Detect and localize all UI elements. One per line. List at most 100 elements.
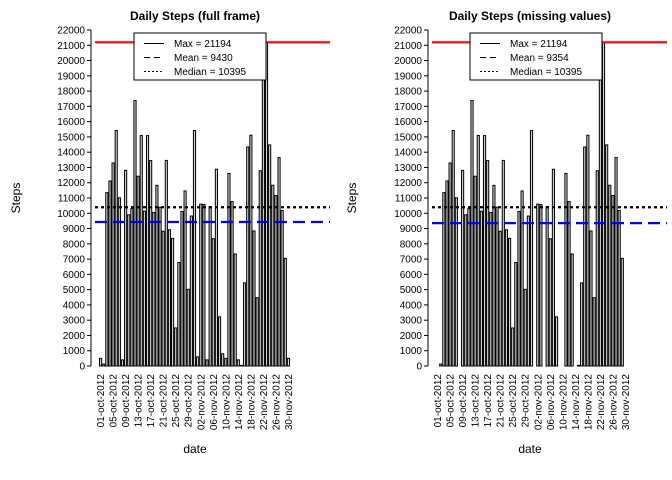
chart-title: Daily Steps (missing values) bbox=[449, 9, 611, 23]
y-tick-label: 8000 bbox=[63, 239, 86, 250]
legend: Max = 21194 Mean = 9354 Median = 10395 bbox=[469, 32, 603, 81]
x-tick-label: 30-nov-2012 bbox=[284, 374, 295, 431]
bar bbox=[233, 253, 237, 367]
x-tick-label: 22-nov-2012 bbox=[259, 374, 270, 431]
bar bbox=[576, 364, 581, 367]
x-tick-label: 05-oct-2012 bbox=[446, 374, 457, 428]
y-tick-label: 14000 bbox=[394, 148, 422, 159]
x-tick-label: 18-nov-2012 bbox=[246, 374, 257, 431]
legend-median-label: Median = 10395 bbox=[510, 67, 582, 78]
bar bbox=[595, 170, 599, 367]
bar bbox=[498, 230, 502, 367]
y-tick-label: 15000 bbox=[57, 132, 85, 143]
bar bbox=[114, 129, 118, 367]
bar bbox=[277, 157, 281, 367]
bar bbox=[501, 159, 505, 367]
bar bbox=[255, 297, 259, 367]
bar bbox=[586, 134, 590, 367]
bar bbox=[539, 204, 543, 367]
chart-title: Daily Steps (full frame) bbox=[130, 9, 260, 23]
bar bbox=[508, 237, 512, 367]
bar bbox=[142, 210, 146, 367]
bar bbox=[133, 100, 137, 367]
y-axis-label: Steps bbox=[9, 183, 23, 214]
bar bbox=[217, 316, 222, 367]
x-tick-label: 06-nov-2012 bbox=[209, 374, 220, 431]
y-tick-label: 18000 bbox=[57, 87, 85, 98]
x-tick-label: 09-oct-2012 bbox=[121, 374, 132, 428]
x-axis-label: date bbox=[183, 442, 207, 456]
plot-area-left: 0 1000 2000 3000 4000 5000 6000 7000 8000 9000 100… bbox=[57, 26, 330, 431]
bar bbox=[177, 261, 181, 367]
bar bbox=[589, 230, 593, 367]
bar bbox=[124, 169, 128, 367]
bar bbox=[511, 327, 515, 367]
bar bbox=[464, 214, 468, 367]
bar bbox=[520, 190, 524, 367]
bar bbox=[152, 211, 156, 367]
y-tick-label: 10000 bbox=[57, 209, 85, 220]
bar bbox=[495, 206, 499, 367]
y-tick-label: 16000 bbox=[394, 117, 422, 128]
bar bbox=[196, 356, 200, 367]
x-tick-label: 22-nov-2012 bbox=[596, 374, 607, 431]
y-tick-label: 5000 bbox=[400, 285, 423, 296]
y-tick-label: 11000 bbox=[395, 194, 423, 205]
y-tick-label: 22000 bbox=[57, 26, 85, 37]
y-tick-label: 8000 bbox=[400, 239, 423, 250]
bar bbox=[442, 192, 446, 367]
legend-median-label: Median = 10395 bbox=[174, 67, 246, 78]
bar bbox=[117, 197, 121, 367]
bar bbox=[243, 282, 247, 367]
y-tick-label: 7000 bbox=[63, 255, 86, 266]
bar bbox=[280, 209, 284, 367]
bar bbox=[592, 297, 596, 367]
x-tick-label: 10-nov-2012 bbox=[558, 374, 569, 431]
x-tick-label: 25-oct-2012 bbox=[508, 374, 519, 428]
y-tick-label: 9000 bbox=[63, 224, 86, 235]
bar bbox=[224, 357, 228, 367]
x-tick-label: 26-nov-2012 bbox=[608, 374, 619, 431]
bar bbox=[504, 229, 509, 367]
bar bbox=[99, 357, 103, 367]
x-tick-label: 01-oct-2012 bbox=[433, 374, 444, 428]
bar bbox=[105, 192, 109, 367]
x-tick-label: 10-nov-2012 bbox=[221, 374, 232, 431]
bar bbox=[161, 230, 165, 367]
bar bbox=[448, 162, 452, 367]
bar bbox=[445, 180, 449, 367]
x-tick-label: 14-nov-2012 bbox=[571, 374, 582, 431]
bar bbox=[202, 204, 206, 367]
bar bbox=[214, 168, 218, 367]
left-chart: Daily Steps (full frame) date Steps 0 100… bbox=[9, 9, 330, 456]
x-tick-label: 29-oct-2012 bbox=[184, 374, 195, 428]
y-tick-label: 15000 bbox=[394, 132, 422, 143]
bar bbox=[467, 208, 471, 367]
bar bbox=[601, 41, 606, 367]
y-tick-label: 13000 bbox=[394, 163, 422, 174]
x-tick-label: 13-oct-2012 bbox=[471, 374, 482, 428]
bar bbox=[108, 180, 112, 367]
bar bbox=[230, 201, 234, 367]
y-tick-label: 20000 bbox=[394, 56, 422, 67]
bar bbox=[136, 175, 140, 367]
bar bbox=[486, 160, 490, 367]
bar bbox=[227, 172, 231, 367]
bar bbox=[529, 130, 534, 367]
bar bbox=[211, 238, 215, 367]
bar bbox=[208, 206, 212, 367]
bar bbox=[171, 237, 175, 367]
y-tick-label: 2000 bbox=[63, 331, 86, 342]
plot-area-right: 0 1000 2000 3000 4000 5000 6000 7000 8000 9000 100… bbox=[394, 26, 667, 431]
y-tick-label: 12000 bbox=[57, 178, 85, 189]
bar bbox=[614, 157, 618, 367]
y-tick-label: 9000 bbox=[400, 224, 423, 235]
x-tick-label: 06-nov-2012 bbox=[546, 374, 557, 431]
y-tick-label: 6000 bbox=[63, 270, 86, 281]
y-tick-label: 17000 bbox=[57, 102, 85, 113]
bar bbox=[286, 357, 291, 367]
legend-max-label: Max = 21194 bbox=[510, 39, 568, 50]
x-tick-label: 26-nov-2012 bbox=[271, 374, 282, 431]
bar bbox=[145, 135, 150, 367]
